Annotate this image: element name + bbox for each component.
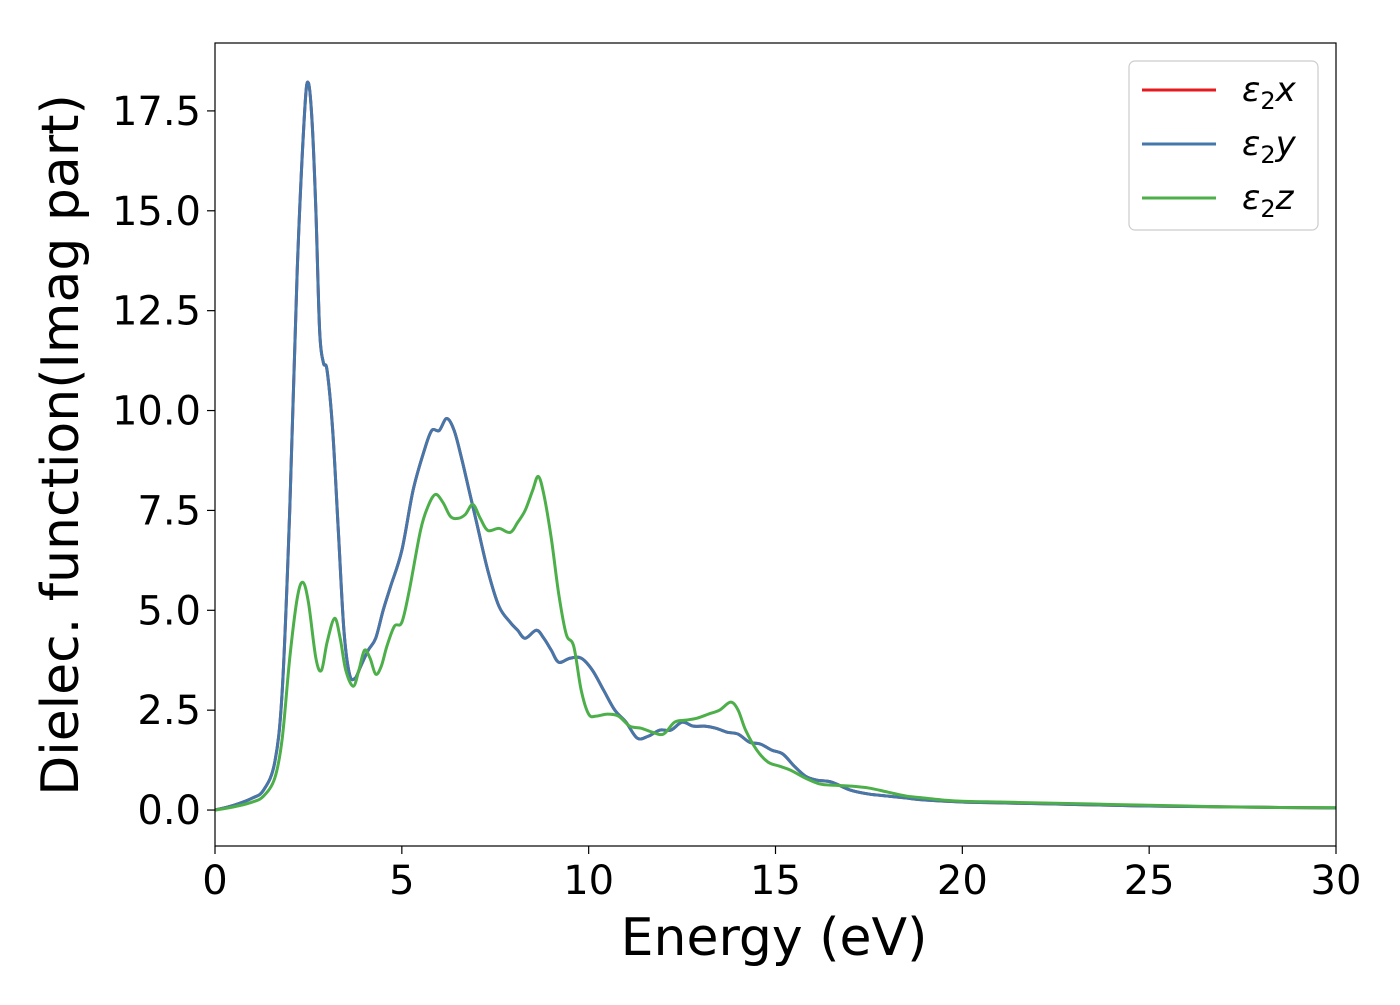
x-tick-label: 5 [389, 858, 414, 904]
y-tick-label: 2.5 [137, 688, 201, 734]
x-tick-label: 0 [202, 858, 227, 904]
legend-label-x: ε2x [1242, 70, 1297, 115]
legend-label-y: ε2y [1242, 124, 1297, 169]
x-tick-label: 10 [563, 858, 614, 904]
y-tick-label: 15.0 [112, 189, 201, 235]
y-tick-label: 0.0 [137, 788, 201, 834]
x-tick-label: 25 [1124, 858, 1175, 904]
x-tick-label: 15 [750, 858, 801, 904]
x-tick-label: 30 [1311, 858, 1362, 904]
y-tick-label: 5.0 [137, 588, 201, 634]
y-tick-label: 10.0 [112, 389, 201, 435]
series-line-y [215, 80, 1336, 812]
y-tick-label: 12.5 [112, 289, 201, 335]
x-tick-label: 20 [937, 858, 988, 904]
y-axis-title: Dielec. function(Imag part) [31, 94, 91, 796]
series-line-z [215, 474, 1336, 812]
legend-box [1128, 60, 1319, 231]
x-axis-title: Energy (eV) [621, 908, 928, 968]
y-tick-label: 7.5 [137, 488, 201, 534]
y-tick-label: 17.5 [112, 89, 201, 135]
legend-label-z: ε2z [1242, 178, 1295, 223]
